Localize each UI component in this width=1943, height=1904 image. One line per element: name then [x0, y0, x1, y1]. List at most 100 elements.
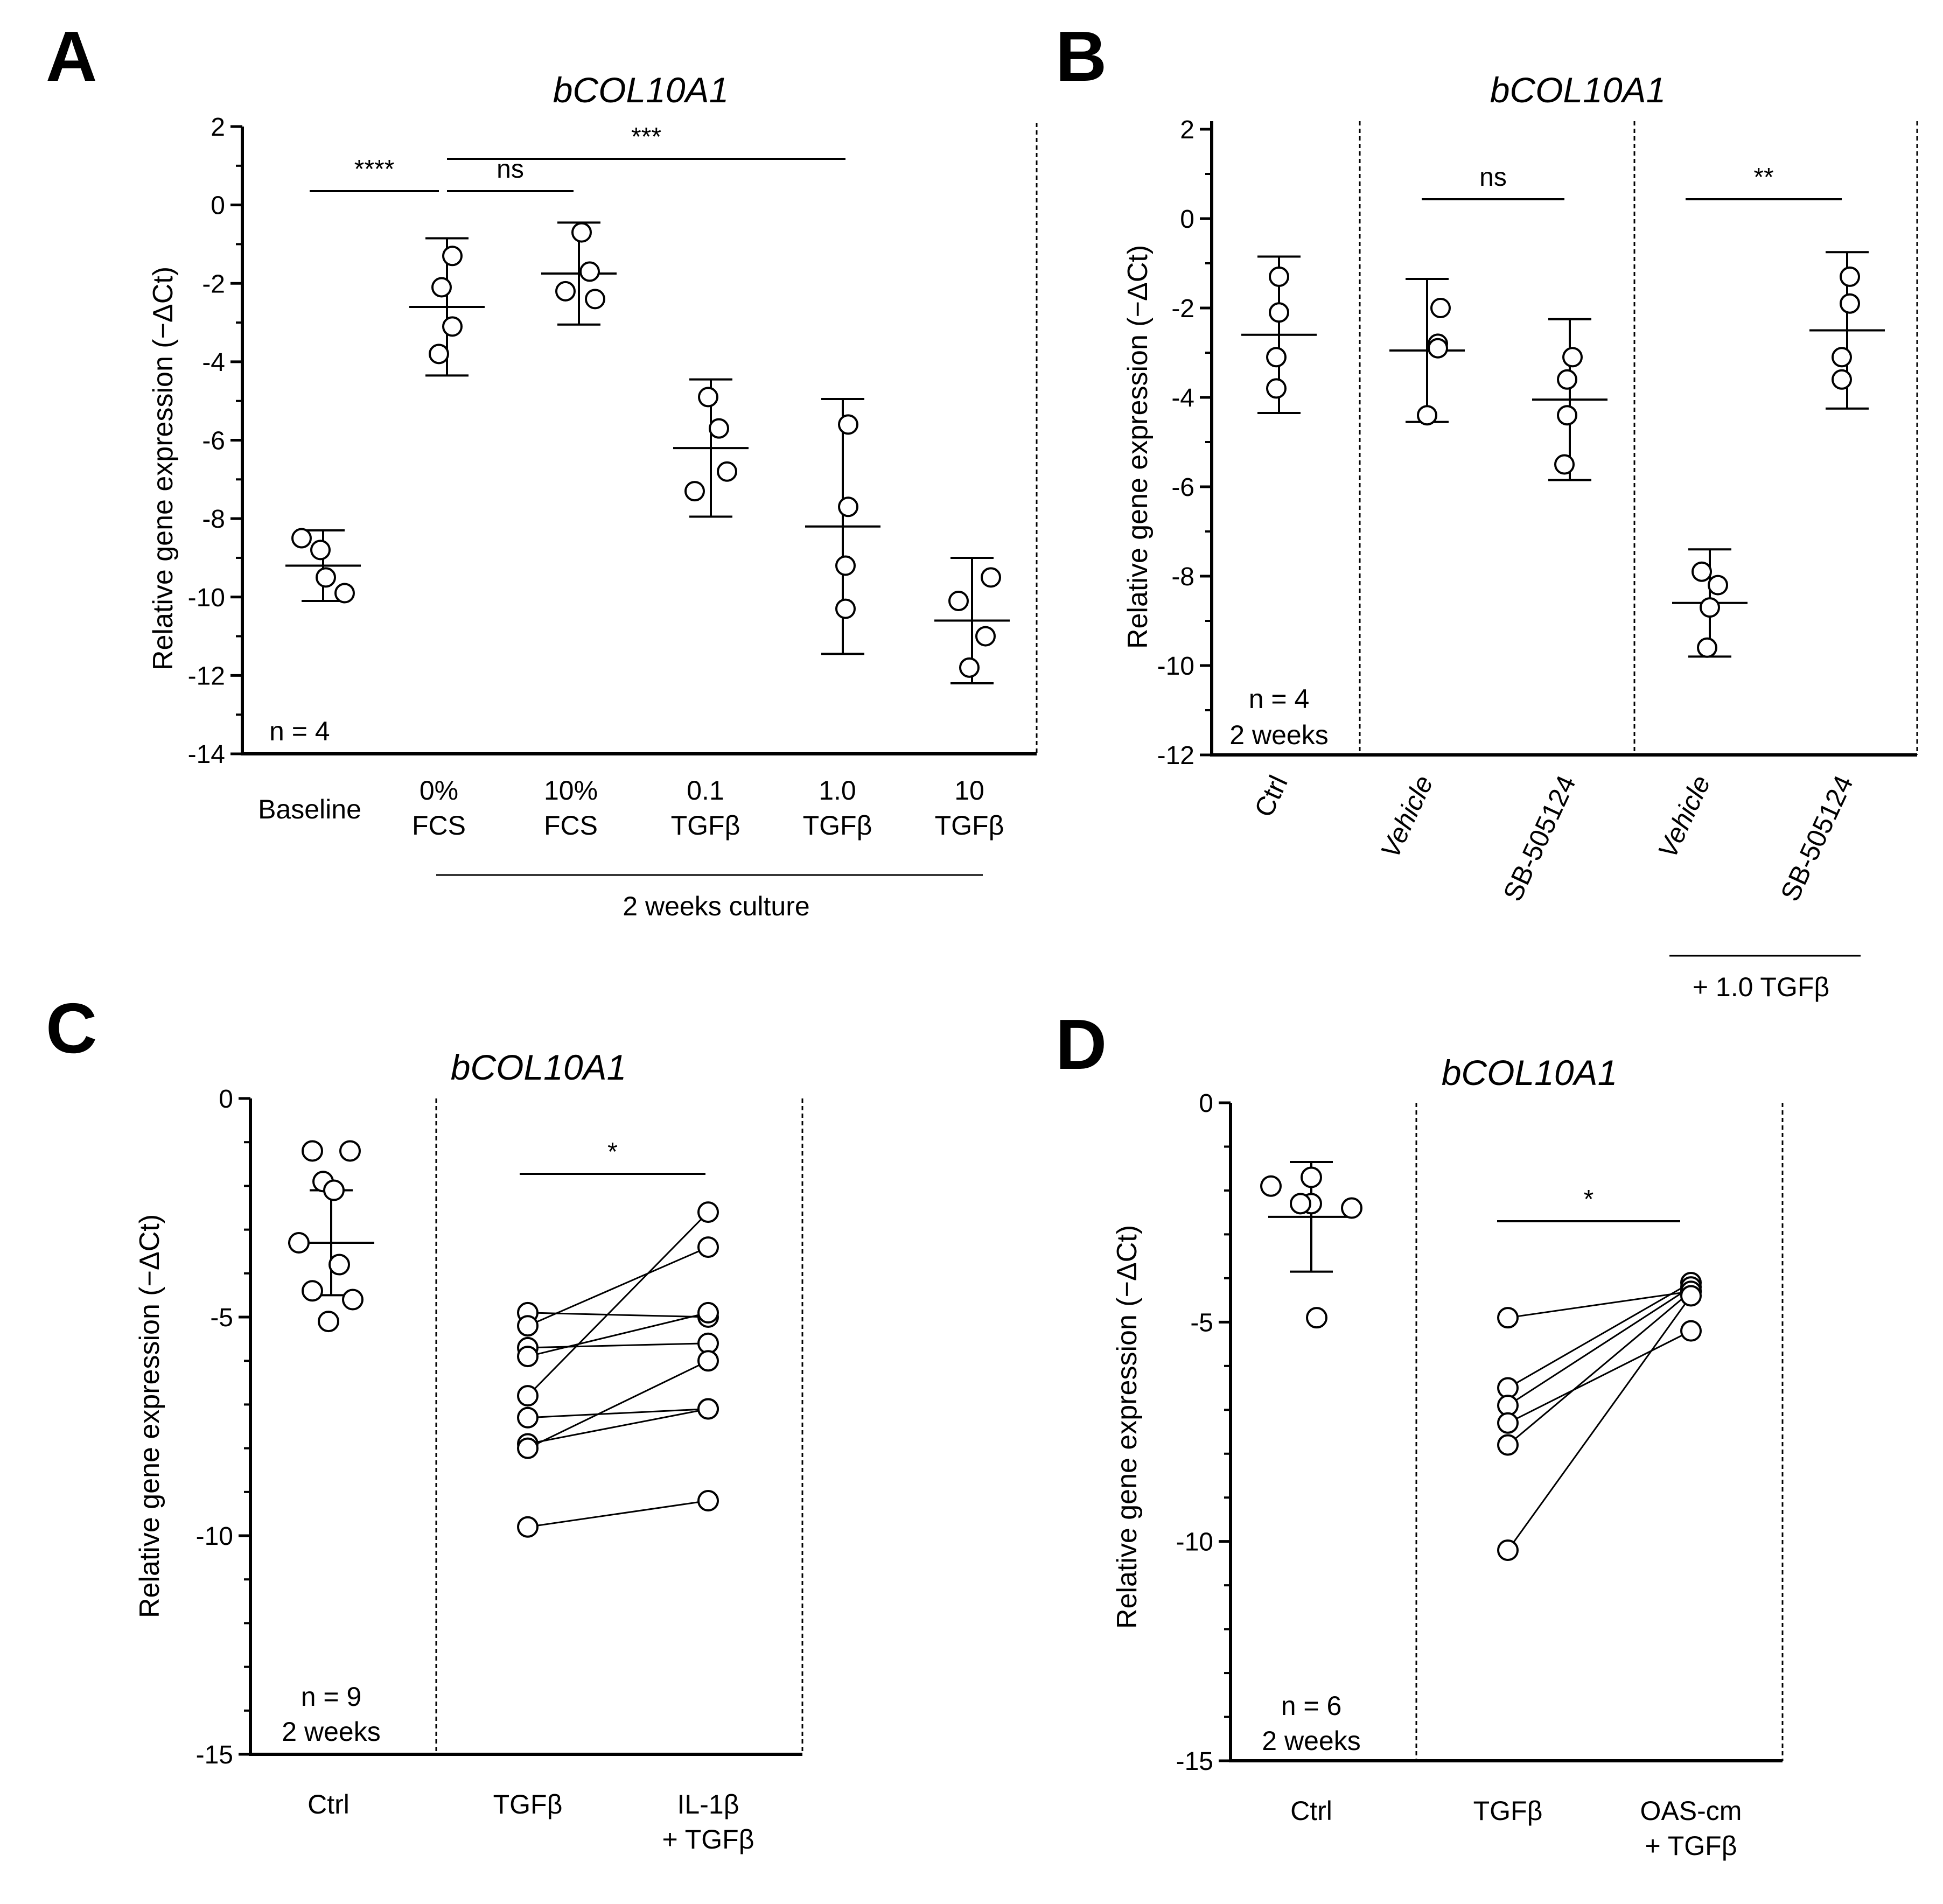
panel-c-category-tgf: TGFβ — [493, 1789, 563, 1819]
y-tick-label: 0 — [1199, 1089, 1213, 1118]
panel-a: A bCOL10A1 Relative gene expression (−ΔC… — [46, 17, 1038, 921]
data-point — [1269, 302, 1289, 323]
data-point — [585, 289, 605, 310]
significance-label: ** — [1753, 163, 1773, 192]
paired-line — [527, 1212, 709, 1397]
data-point — [431, 277, 452, 298]
control-data-point — [1290, 1193, 1311, 1215]
paired-point-before — [1497, 1307, 1519, 1329]
y-tick-label: 2 — [1180, 116, 1194, 144]
paired-point-after — [1680, 1320, 1702, 1342]
paired-point-before — [517, 1406, 539, 1429]
significance-label: ns — [1479, 163, 1507, 192]
significance-label: * — [1584, 1185, 1594, 1214]
panel-a-category-10tgf-line1: 1.0 — [819, 775, 856, 806]
data-point — [959, 657, 980, 678]
paired-point-after — [697, 1350, 719, 1372]
panel-b-group-label: + 1.0 TGFβ — [1693, 972, 1829, 1002]
data-point — [429, 344, 449, 365]
data-point — [1697, 637, 1717, 658]
paired-line — [1507, 1291, 1692, 1446]
paired-point-before — [517, 1385, 539, 1407]
y-tick-label: -12 — [188, 662, 225, 690]
panel-a-category-10tgf-line2: TGFβ — [803, 810, 872, 841]
control-data-point — [288, 1231, 310, 1254]
y-tick-label: -10 — [1176, 1528, 1213, 1557]
y-tick-label: -6 — [202, 427, 225, 456]
control-data-point — [1306, 1307, 1327, 1329]
data-point — [698, 387, 718, 408]
paired-point-before — [517, 1516, 539, 1538]
paired-line — [1507, 1282, 1692, 1389]
significance-label: **** — [354, 155, 395, 184]
control-data-point — [302, 1280, 323, 1302]
data-point — [1266, 378, 1287, 399]
panel-d-category-ctrl: Ctrl — [1290, 1796, 1332, 1826]
data-point — [310, 540, 331, 561]
data-point — [1700, 597, 1720, 618]
data-point — [709, 418, 729, 439]
panel-d-y-axis-label: Relative gene expression (−ΔCt) — [1112, 1225, 1143, 1629]
panel-d-category-tgf: TGFβ — [1473, 1796, 1543, 1826]
data-point — [835, 598, 856, 619]
significance-label: *** — [631, 123, 661, 151]
y-tick-label: -6 — [1171, 473, 1194, 502]
data-point — [1417, 405, 1437, 426]
data-point — [835, 555, 856, 576]
panel-a-category-baseline: Baseline — [258, 794, 361, 824]
paired-line — [527, 1312, 709, 1357]
paired-line — [527, 1500, 709, 1528]
data-point — [1430, 298, 1451, 318]
paired-point-before — [1497, 1539, 1519, 1561]
paired-point-before — [1497, 1412, 1519, 1434]
data-point — [1832, 347, 1852, 368]
panel-a-title: bCOL10A1 — [553, 70, 729, 110]
y-tick-label: -15 — [196, 1741, 233, 1769]
panel-a-y-ticks: 2 0 -2 -4 -6 -8 -10 -12 -14 — [188, 113, 242, 769]
data-point — [334, 583, 355, 604]
panel-c-marks: * — [288, 1138, 719, 1538]
panel-c-n-note: n = 9 — [301, 1682, 362, 1712]
data-point — [579, 261, 600, 282]
panel-c-title: bCOL10A1 — [451, 1047, 627, 1087]
data-point — [442, 316, 463, 337]
paired-point-after — [697, 1490, 719, 1512]
control-data-point — [329, 1254, 350, 1276]
paired-point-before — [1497, 1434, 1519, 1456]
data-point — [442, 246, 463, 267]
paired-point-after — [697, 1201, 719, 1223]
y-tick-label: -5 — [1190, 1308, 1213, 1337]
y-tick-label: -5 — [210, 1304, 233, 1332]
data-point — [838, 414, 858, 435]
panel-c-weeks-note: 2 weeks — [282, 1717, 380, 1747]
panel-d-y-ticks: 0 -5 -10 -15 — [1176, 1089, 1231, 1776]
data-point — [555, 281, 576, 302]
panel-a-y-axis-label: Relative gene expression (−ΔCt) — [148, 267, 179, 670]
data-point — [1428, 338, 1448, 359]
panel-a-category-01tgf-line1: 0.1 — [687, 775, 724, 806]
control-data-point — [323, 1179, 345, 1201]
paired-point-after — [697, 1301, 719, 1324]
panel-a-category-tentgf-line2: TGFβ — [935, 810, 1004, 841]
panel-b-title: bCOL10A1 — [1490, 70, 1666, 110]
paired-line — [1507, 1330, 1692, 1424]
data-point — [838, 496, 858, 517]
panel-a-n-note: n = 4 — [269, 716, 330, 746]
y-tick-label: -8 — [1171, 563, 1194, 591]
paired-point-after — [697, 1236, 719, 1258]
panel-b-marks: ns ** — [1241, 163, 1885, 658]
panel-b-n-note: n = 4 — [1249, 684, 1310, 714]
panel-a-category-0pct-line1: 0% — [420, 775, 458, 806]
control-data-point — [1341, 1197, 1362, 1219]
panel-a-marks: **** ns*** — [285, 123, 1010, 684]
panel-a-category-10pct-line2: FCS — [544, 810, 598, 841]
data-point — [975, 626, 996, 647]
data-point — [571, 222, 592, 243]
data-point — [1269, 266, 1289, 287]
paired-line — [1507, 1290, 1692, 1319]
paired-line — [1507, 1295, 1692, 1551]
data-point — [1554, 454, 1575, 475]
panel-d-letter: D — [1056, 1005, 1107, 1084]
paired-point-after — [697, 1398, 719, 1420]
paired-point-before — [517, 1437, 539, 1459]
